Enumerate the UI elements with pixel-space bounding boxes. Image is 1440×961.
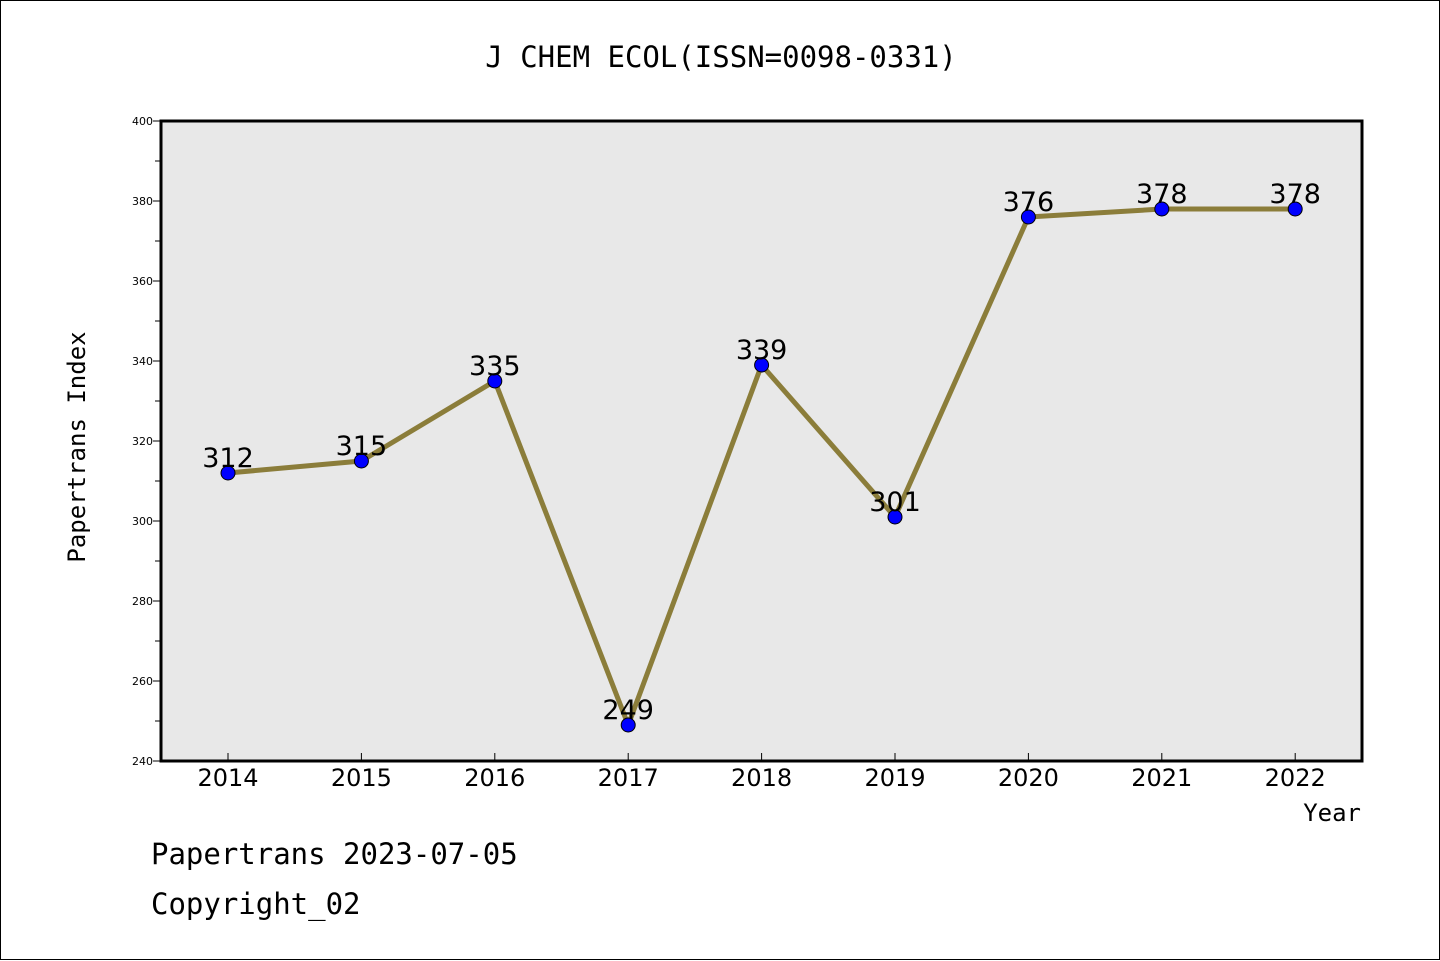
data-labels: 312 315 335 249 339 301 376 378 378 bbox=[202, 179, 1321, 726]
data-point bbox=[1287, 201, 1303, 217]
y-axis-label: Papertrans Index bbox=[63, 331, 91, 562]
x-tick-label: 2019 bbox=[864, 764, 925, 792]
y-tick-label: 260 bbox=[132, 675, 153, 688]
chart-title: J CHEM ECOL(ISSN=0098-0331) bbox=[485, 40, 956, 74]
y-tick-label: 380 bbox=[132, 195, 153, 208]
data-point bbox=[1154, 201, 1170, 217]
data-label: 339 bbox=[736, 335, 788, 366]
x-axis-label: Year bbox=[1303, 799, 1361, 827]
x-tick-label: 2016 bbox=[464, 764, 525, 792]
y-tick-label: 360 bbox=[132, 275, 153, 288]
footer-copyright: Copyright_02 bbox=[151, 887, 361, 921]
x-tick-label: 2018 bbox=[731, 764, 792, 792]
data-label: 312 bbox=[202, 443, 254, 474]
x-tick-label: 2022 bbox=[1265, 764, 1326, 792]
data-label: 378 bbox=[1136, 179, 1188, 210]
y-tick-label: 340 bbox=[132, 355, 153, 368]
plot-border bbox=[159, 119, 1364, 763]
data-point bbox=[887, 509, 903, 525]
plot-area bbox=[161, 121, 1362, 761]
data-point bbox=[220, 465, 236, 481]
y-tick-label: 240 bbox=[132, 755, 153, 768]
data-label: 376 bbox=[1003, 187, 1055, 218]
y-tick-label: 280 bbox=[132, 595, 153, 608]
data-label: 378 bbox=[1269, 179, 1321, 210]
data-point bbox=[620, 717, 636, 733]
data-label: 301 bbox=[869, 487, 921, 518]
data-label: 335 bbox=[469, 351, 521, 382]
x-axis: 2014 2015 2016 2017 2018 2019 2020 2021 2022 bbox=[197, 753, 1326, 792]
data-label: 315 bbox=[336, 431, 388, 462]
y-tick-label: 320 bbox=[132, 435, 153, 448]
x-tick-label: 2014 bbox=[197, 764, 258, 792]
y-tick-label: 400 bbox=[132, 115, 153, 128]
y-axis: 240 260 280 300 320 340 360 380 400 bbox=[132, 115, 161, 768]
data-label: 249 bbox=[602, 695, 654, 726]
x-tick-label: 2021 bbox=[1131, 764, 1192, 792]
x-tick-label: 2015 bbox=[331, 764, 392, 792]
data-point bbox=[754, 357, 770, 373]
data-point bbox=[353, 453, 369, 469]
y-tick-label: 300 bbox=[132, 515, 153, 528]
data-point bbox=[1020, 209, 1036, 225]
footer-date: Papertrans 2023-07-05 bbox=[151, 837, 518, 871]
x-tick-label: 2020 bbox=[998, 764, 1059, 792]
data-point bbox=[487, 373, 503, 389]
data-points bbox=[220, 201, 1303, 733]
x-tick-label: 2017 bbox=[598, 764, 659, 792]
